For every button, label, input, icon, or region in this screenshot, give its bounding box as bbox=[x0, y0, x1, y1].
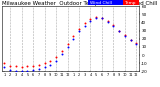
Point bbox=[101, 17, 103, 18]
Point bbox=[20, 67, 23, 68]
Point bbox=[55, 56, 57, 57]
Point bbox=[43, 67, 46, 68]
Point bbox=[95, 17, 97, 18]
Point bbox=[129, 40, 132, 41]
Point bbox=[3, 67, 6, 68]
Point bbox=[49, 60, 52, 61]
Text: Milwaukee Weather  Outdoor Temperature  vs Wind Chill  (24 Hours): Milwaukee Weather Outdoor Temperature vs… bbox=[2, 1, 160, 6]
Point bbox=[9, 65, 12, 66]
Point bbox=[20, 71, 23, 72]
Point bbox=[55, 60, 57, 61]
Point bbox=[15, 70, 17, 71]
Point bbox=[112, 24, 115, 26]
Text: Temp: Temp bbox=[124, 1, 136, 5]
Point bbox=[9, 69, 12, 70]
Point bbox=[135, 42, 138, 44]
Point bbox=[112, 25, 115, 26]
Point bbox=[135, 43, 138, 44]
Point bbox=[124, 35, 126, 36]
Point bbox=[15, 66, 17, 67]
Point bbox=[84, 25, 86, 26]
Point bbox=[78, 31, 80, 32]
Point bbox=[38, 68, 40, 70]
Point bbox=[118, 31, 120, 32]
Point bbox=[72, 36, 75, 37]
Text: Wind Chill: Wind Chill bbox=[90, 1, 112, 5]
Point bbox=[60, 54, 63, 55]
Point bbox=[49, 64, 52, 66]
Point bbox=[124, 36, 126, 37]
Point bbox=[129, 39, 132, 40]
Point bbox=[89, 18, 92, 20]
Point bbox=[26, 66, 29, 67]
Point bbox=[118, 30, 120, 31]
Point bbox=[43, 62, 46, 64]
Point bbox=[32, 65, 34, 66]
Point bbox=[72, 38, 75, 39]
Point bbox=[106, 21, 109, 22]
Point bbox=[95, 16, 97, 17]
Point bbox=[101, 18, 103, 19]
Point bbox=[84, 23, 86, 24]
Point bbox=[38, 64, 40, 66]
Point bbox=[26, 70, 29, 71]
Point bbox=[3, 62, 6, 64]
Point bbox=[106, 20, 109, 21]
Point bbox=[32, 69, 34, 70]
Point bbox=[78, 28, 80, 30]
Point bbox=[60, 50, 63, 52]
Point bbox=[66, 46, 69, 48]
Point bbox=[66, 43, 69, 44]
Point bbox=[89, 20, 92, 21]
